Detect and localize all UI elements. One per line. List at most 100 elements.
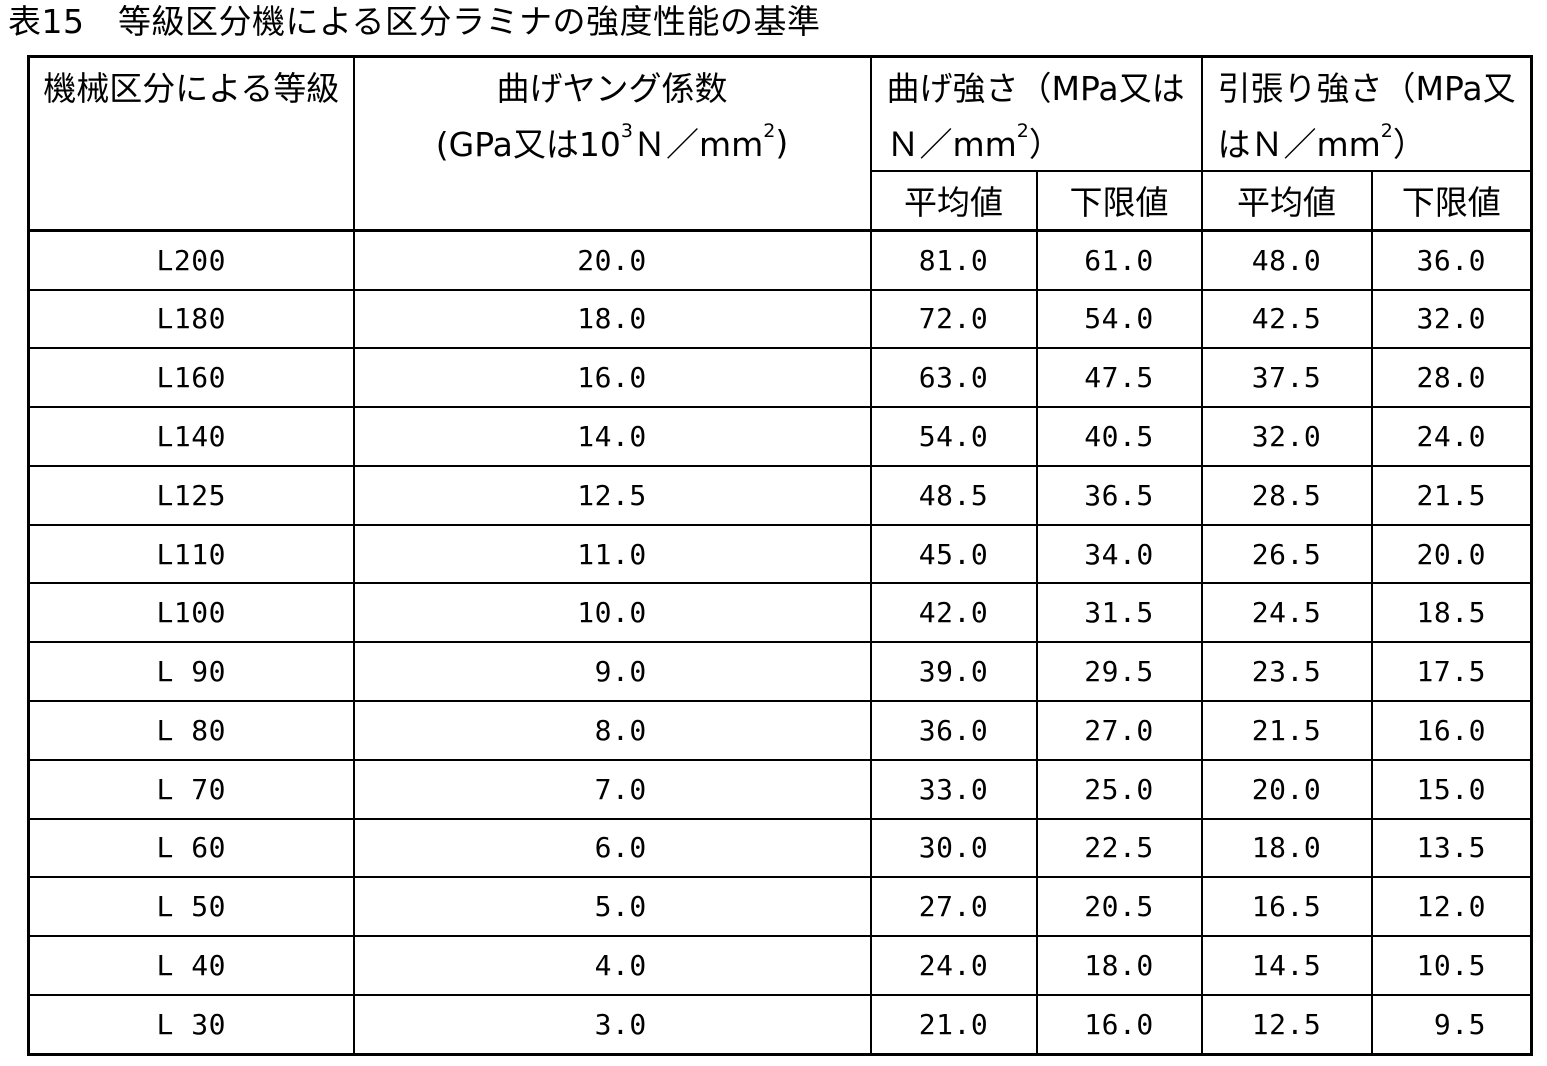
subheader-tensile-mean: 平均値	[1200, 170, 1373, 232]
cell-value: L110	[156, 537, 226, 571]
cell-value: 21.5	[1251, 713, 1322, 747]
cell-value: 15.0	[1416, 772, 1486, 806]
cell-value: 40.5	[1084, 420, 1154, 454]
cell-value: L 80	[156, 713, 226, 747]
cell-youngs-modulus: 14.0	[352, 406, 872, 467]
header-grade: 機械区分による等級	[27, 55, 355, 232]
cell-value: 10.0	[577, 596, 647, 630]
cell-bending-mean: 30.0	[869, 817, 1038, 879]
cell-value: L 50	[156, 890, 226, 924]
cell-value: 39.0	[918, 655, 989, 689]
cell-tensile-mean: 37.5	[1200, 347, 1373, 409]
cell-grade: L 30	[27, 993, 355, 1056]
table-row: L200 20.0 81.0 61.0 48.0 36.0	[27, 229, 1533, 291]
table-row: L 30 3.0 21.0 16.0 12.5 9.5	[27, 993, 1533, 1056]
cell-value: 10.5	[1416, 948, 1486, 982]
cell-tensile-mean: 14.5	[1200, 935, 1373, 996]
cell-tensile-mean: 24.5	[1200, 582, 1373, 644]
cell-tensile-lower: 17.5	[1370, 641, 1533, 702]
header-row-main: 機械区分による等級 曲げヤング係数 (GPa又は10 3 Ｎ／mm 2) 曲げ強さ（M…	[27, 55, 1533, 232]
cell-value: 18.0	[1084, 948, 1154, 982]
cell-bending-mean: 81.0	[869, 229, 1038, 291]
cell-value: 16.5	[1251, 890, 1322, 924]
cell-value: 18.0	[577, 302, 647, 336]
cell-value: 3.0	[577, 1007, 647, 1041]
cell-bending-mean: 63.0	[869, 347, 1038, 409]
cell-tensile-lower: 36.0	[1370, 229, 1533, 291]
table-row: L100 10.0 42.0 31.5 24.5 18.5	[27, 582, 1533, 644]
cell-value: 16.0	[1416, 713, 1486, 747]
table-row: L 60 6.0 30.0 22.5 18.0 13.5	[27, 817, 1533, 879]
subheader-bending-mean: 平均値	[869, 170, 1038, 232]
cell-bending-mean: 54.0	[869, 406, 1038, 467]
cell-grade: L 60	[27, 817, 355, 879]
table-row: L140 14.0 54.0 40.5 32.0 24.0	[27, 406, 1533, 467]
cell-grade: L 40	[27, 935, 355, 996]
cell-youngs-modulus: 16.0	[352, 347, 872, 409]
cell-bending-lower: 36.5	[1035, 464, 1203, 526]
cell-value: 36.0	[1416, 243, 1486, 277]
cell-grade: L110	[27, 523, 355, 585]
cell-bending-lower: 29.5	[1035, 641, 1203, 702]
cell-value: L100	[156, 596, 226, 630]
cell-value: 9.5	[1416, 1007, 1486, 1041]
cell-youngs-modulus: 18.0	[352, 288, 872, 350]
cell-value: 12.5	[577, 478, 647, 512]
cell-value: 16.0	[577, 361, 647, 395]
cell-bending-lower: 40.5	[1035, 406, 1203, 467]
cell-bending-lower: 61.0	[1035, 229, 1203, 291]
cell-value: 16.0	[1084, 1007, 1154, 1041]
cell-youngs-modulus: 9.0	[352, 641, 872, 702]
table-row: L110 11.0 45.0 34.0 26.5 20.0	[27, 523, 1533, 585]
cell-youngs-modulus: 10.0	[352, 582, 872, 644]
subheader-tensile-lower: 下限値	[1370, 170, 1533, 232]
cell-value: 72.0	[918, 302, 989, 336]
cell-value: 47.5	[1084, 361, 1154, 395]
cell-tensile-mean: 12.5	[1200, 993, 1373, 1056]
cell-bending-lower: 22.5	[1035, 817, 1203, 879]
cell-grade: L 70	[27, 758, 355, 820]
cell-tensile-lower: 9.5	[1370, 993, 1533, 1056]
cell-grade: L140	[27, 406, 355, 467]
cell-value: 20.0	[1251, 772, 1322, 806]
cell-youngs-modulus: 4.0	[352, 935, 872, 996]
cell-value: 18.5	[1416, 596, 1486, 630]
cell-value: 34.0	[1084, 537, 1154, 571]
header-youngs-modulus-line2: (GPa又は10 3 Ｎ／mm 2)	[435, 120, 789, 165]
cell-value: 24.5	[1251, 596, 1322, 630]
cell-bending-lower: 27.0	[1035, 699, 1203, 761]
header-grade-label: 機械区分による等級	[43, 69, 340, 108]
cell-value: 13.5	[1416, 831, 1486, 865]
cell-bending-mean: 27.0	[869, 876, 1038, 938]
header-tensile-strength: 引張り強さ（MPa又 はＮ／mm 2）	[1200, 55, 1533, 172]
table-body: L200 20.0 81.0 61.0 48.0 36.0 L180 18.0 72.0 54.0…	[27, 229, 1533, 1056]
cell-youngs-modulus: 3.0	[352, 993, 872, 1056]
cell-tensile-mean: 21.5	[1200, 699, 1373, 761]
cell-value: L180	[156, 302, 226, 336]
table-row: L 80 8.0 36.0 27.0 21.5 16.0	[27, 699, 1533, 761]
cell-value: 54.0	[918, 420, 989, 454]
cell-bending-lower: 54.0	[1035, 288, 1203, 350]
cell-value: 30.0	[918, 831, 989, 865]
cell-grade: L200	[27, 229, 355, 291]
table-row: L 90 9.0 39.0 29.5 23.5 17.5	[27, 641, 1533, 702]
cell-bending-mean: 42.0	[869, 582, 1038, 644]
cell-value: 20.5	[1084, 890, 1154, 924]
cell-value: 4.0	[577, 948, 647, 982]
cell-value: 36.5	[1084, 478, 1154, 512]
table-row: L 70 7.0 33.0 25.0 20.0 15.0	[27, 758, 1533, 820]
cell-value: 7.0	[577, 772, 647, 806]
header-youngs-modulus: 曲げヤング係数 (GPa又は10 3 Ｎ／mm 2)	[352, 55, 872, 232]
cell-value: 22.5	[1084, 831, 1154, 865]
cell-value: 48.5	[918, 478, 989, 512]
cell-bending-lower: 34.0	[1035, 523, 1203, 585]
cell-value: L 30	[156, 1007, 226, 1041]
cell-value: 29.5	[1084, 655, 1154, 689]
cell-value: 12.5	[1251, 1007, 1322, 1041]
cell-youngs-modulus: 6.0	[352, 817, 872, 879]
table-row: L160 16.0 63.0 47.5 37.5 28.0	[27, 347, 1533, 409]
cell-value: 81.0	[918, 243, 989, 277]
header-tensile-line1: 引張り強さ（MPa又	[1217, 69, 1516, 108]
cell-value: 9.0	[577, 655, 647, 689]
